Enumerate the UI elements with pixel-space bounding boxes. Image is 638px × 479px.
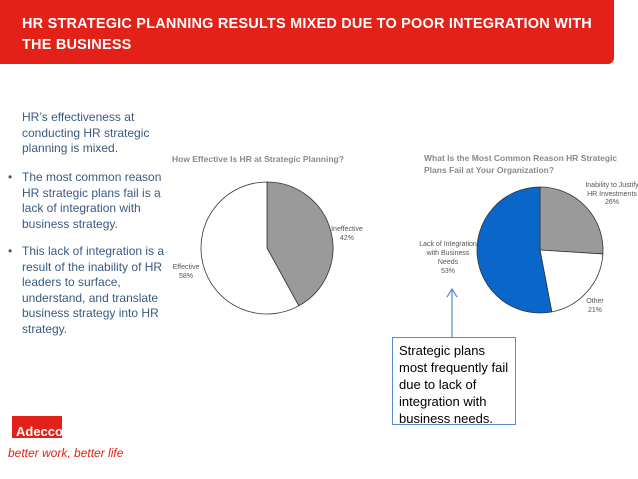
- pie-chart-effectiveness: [200, 181, 334, 315]
- pie2-label-other: Other 21%: [586, 298, 604, 314]
- title-banner: HR STRATEGIC PLANNING RESULTS MIXED DUE …: [0, 0, 614, 64]
- bullet-list: • The most common reason HR strategic pl…: [8, 170, 173, 349]
- bullet-text: This lack of integration is a result of …: [22, 244, 165, 336]
- adecco-logo-icon: [12, 416, 62, 438]
- pie1-slice-effective: [200, 181, 300, 315]
- pie2-slice-lack-of-integration-with-business-needs: [476, 186, 553, 314]
- pie2-slice-inability-to-justify-hr-investments: [539, 186, 604, 255]
- chart1-title: How Effective Is HR at Strategic Plannin…: [172, 154, 344, 164]
- bullet-dot: •: [8, 244, 13, 258]
- bullet-text: The most common reason HR strategic plan…: [22, 170, 162, 231]
- bullet-dot: •: [8, 170, 13, 184]
- logo-text: Adecco: [16, 424, 63, 439]
- pie1-label-ineffective: Ineffective 42%: [331, 226, 363, 242]
- pie2-label-lack-of-integration: Lack of Integration with Business Needs …: [419, 241, 477, 275]
- bullet-item: • This lack of integration is a result o…: [8, 244, 173, 337]
- page-title: HR STRATEGIC PLANNING RESULTS MIXED DUE …: [22, 16, 592, 53]
- pie2-label-inability: Inability to Justify HR Investments 26%: [585, 182, 638, 206]
- bullet-item: • The most common reason HR strategic pl…: [8, 170, 173, 232]
- callout-box: Strategic plans most frequently fail due…: [392, 337, 516, 426]
- pie1-slice-ineffective: [266, 181, 334, 307]
- intro-text: HR’s effectiveness at conducting HR stra…: [22, 110, 150, 155]
- pie-chart-failure-reasons: [476, 186, 604, 314]
- pie2-slice-other: [539, 249, 604, 313]
- callout-arrow-head: [446, 287, 458, 298]
- tagline: better work, better life: [8, 446, 124, 460]
- chart2-title: What Is the Most Common Reason HR Strate…: [424, 153, 618, 175]
- pie1-label-effective: Effective 58%: [172, 264, 200, 280]
